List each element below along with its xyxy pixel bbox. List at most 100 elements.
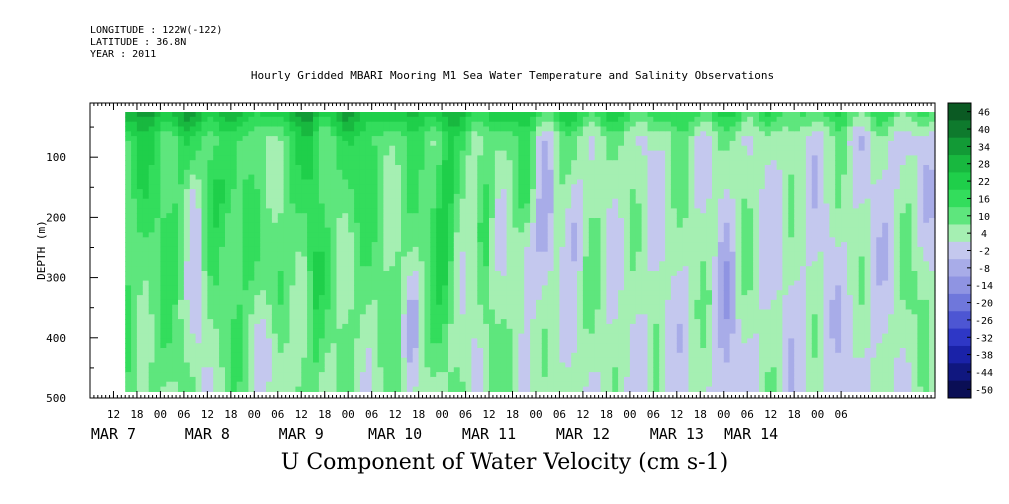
field-cell [225,189,232,195]
field-cell [418,126,426,132]
field-cell [131,261,138,267]
field-cell [406,213,414,219]
field-cell [342,189,349,195]
field-cell [289,218,296,224]
field-cell [336,285,343,291]
field-cell [148,131,156,137]
field-cell [383,381,390,388]
field-cell [289,372,296,378]
field-cell [178,295,185,301]
field-cell [448,174,455,180]
field-cell [518,290,525,296]
field-cell [230,328,238,335]
field-cell [512,232,519,238]
field-cell [512,251,519,258]
field-cell [336,328,343,335]
field-cell [307,362,314,368]
field-cell [536,299,543,306]
field-cell [453,213,461,219]
field-cell [359,136,367,142]
field-cell [547,271,555,277]
field-cell [436,140,443,147]
field-cell [412,309,420,315]
field-cell [518,275,525,282]
field-cell [571,150,578,156]
field-cell [336,155,343,161]
field-cell [624,299,631,306]
field-cell [512,319,519,325]
field-cell [219,155,226,161]
field-cell [166,309,173,315]
field-cell [565,174,572,180]
field-cell [383,131,390,137]
field-cell [142,381,150,388]
field-cell [154,136,161,142]
field-cell [483,165,490,171]
field-cell [377,271,384,277]
field-cell [342,348,349,354]
field-cell [365,367,373,373]
field-cell [271,314,279,320]
field-cell [154,309,161,315]
field-cell [412,174,420,180]
field-cell [260,328,267,335]
field-cell [518,299,525,306]
field-cell [383,323,390,330]
field-cell [248,338,255,344]
field-cell [430,116,437,123]
field-cell [424,121,431,128]
field-cell [471,131,478,137]
field-cell [271,261,279,267]
field-cell [453,160,461,166]
field-cell [389,174,396,180]
field-cell [260,275,267,282]
field-cell [371,222,379,229]
field-cell [254,319,261,325]
field-cell [178,116,185,123]
field-cell [266,348,273,354]
field-cell [547,357,555,364]
field-cell [412,140,420,147]
field-cell [189,338,197,344]
field-cell [148,381,156,388]
field-cell [606,237,613,243]
field-cell [453,381,461,388]
field-cell [547,285,555,291]
field-cell [166,242,173,248]
field-cell [389,145,396,152]
field-cell [219,169,226,176]
field-cell [389,251,396,258]
field-cell [606,299,613,306]
field-cell [260,271,267,277]
field-cell [348,271,355,277]
field-cell [559,304,566,311]
field-cell [183,372,191,378]
field-cell [172,179,179,185]
field-cell [359,285,367,291]
field-cell [565,222,572,229]
field-cell [289,112,296,118]
field-cell [136,261,144,267]
field-cell [506,271,514,277]
field-cell [524,242,531,248]
field-cell [424,280,431,286]
field-cell [348,362,355,368]
field-cell [430,189,437,195]
field-cell [172,121,179,128]
field-cell [266,140,273,147]
field-cell [483,237,490,243]
field-cell [541,193,549,200]
field-cell [395,352,402,359]
field-cell [606,280,613,286]
field-cell [559,251,566,258]
field-cell [189,376,197,383]
field-cell [283,251,291,258]
field-cell [172,131,179,137]
field-cell [271,343,279,349]
field-cell [618,193,625,200]
field-cell [330,362,338,368]
field-cell [313,280,320,286]
field-cell [500,198,508,205]
field-cell [377,372,384,378]
field-cell [136,121,144,128]
